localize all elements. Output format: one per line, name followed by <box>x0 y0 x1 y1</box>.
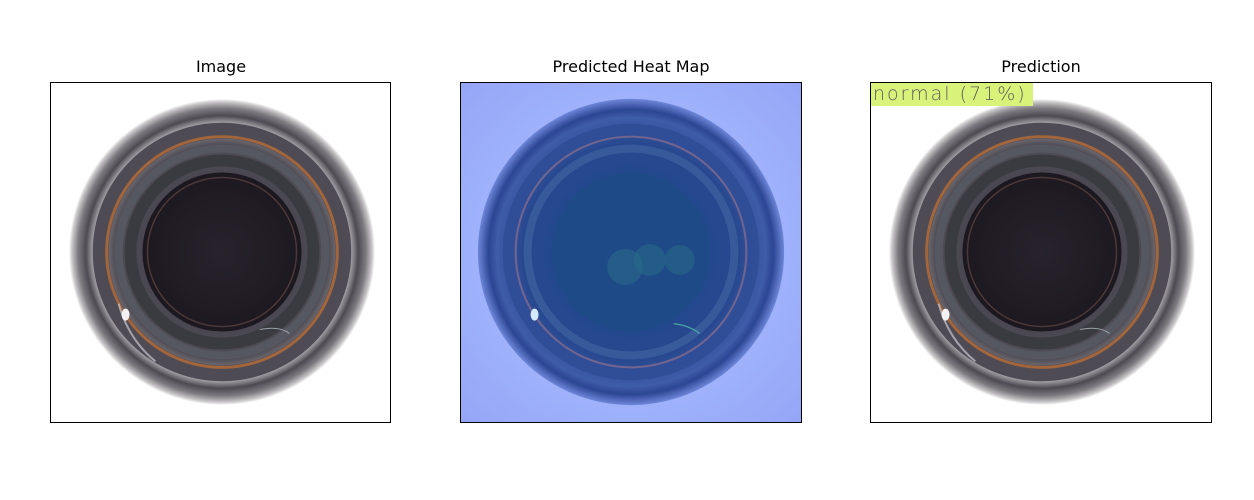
prediction-label: normal (71%) <box>871 83 1033 106</box>
image-panel <box>50 82 391 423</box>
heatmap-panel-title: Predicted Heat Map <box>552 57 710 76</box>
image-panel-title: Image <box>195 57 247 76</box>
prediction-panel-title: Prediction <box>1001 57 1081 76</box>
bottle-prediction-image <box>871 83 1211 422</box>
heatmap-panel <box>460 82 802 423</box>
prediction-panel: normal (71%) <box>870 82 1212 423</box>
bottle-image <box>51 83 390 422</box>
heatmap-image <box>461 83 801 422</box>
